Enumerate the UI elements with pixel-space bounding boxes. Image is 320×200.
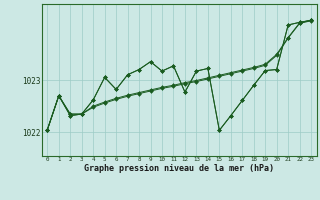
X-axis label: Graphe pression niveau de la mer (hPa): Graphe pression niveau de la mer (hPa)	[84, 164, 274, 173]
